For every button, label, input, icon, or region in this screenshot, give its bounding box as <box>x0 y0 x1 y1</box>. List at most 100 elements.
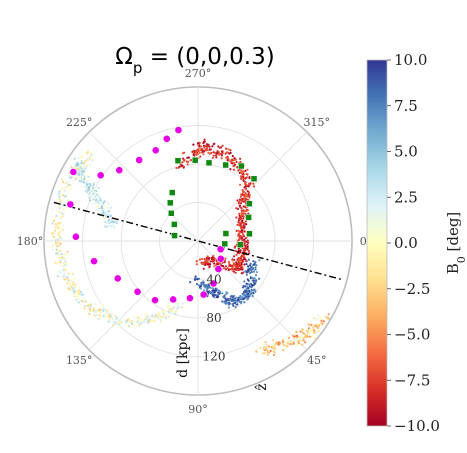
cloud-point <box>88 190 92 193</box>
cloud-point <box>244 192 247 195</box>
point-cloud-3 <box>51 150 184 329</box>
cloud-point <box>232 162 236 165</box>
cloud-point <box>62 213 65 216</box>
cloud-point <box>81 170 84 173</box>
cloud-point <box>66 282 69 285</box>
colorbar: 10.0 7.5 5.0 2.5 0.0 −2.5 −5.0 −7.5 −10.0 B0 [de… <box>366 51 467 435</box>
cloud-point <box>240 207 243 210</box>
cloud-point <box>247 295 250 298</box>
cloud-point <box>207 284 211 287</box>
cloud-point <box>144 317 148 320</box>
cloud-point <box>249 282 252 285</box>
cloud-point <box>310 335 313 338</box>
cloud-point <box>216 152 219 155</box>
cloud-point <box>209 286 212 289</box>
cloud-point <box>239 214 243 217</box>
cloud-point <box>60 237 63 240</box>
cloud-point <box>148 320 151 323</box>
cloud-point <box>270 348 273 351</box>
cloud-point <box>75 285 78 288</box>
cloud-point <box>70 187 73 190</box>
cloud-point <box>92 192 95 195</box>
series-1-point <box>171 221 178 228</box>
cloud-point <box>269 349 272 352</box>
cloud-point <box>55 209 58 212</box>
cloud-point <box>244 247 247 250</box>
cloud-point <box>198 284 201 287</box>
cloud-point <box>246 245 249 249</box>
cloud-point <box>320 317 323 320</box>
cloud-point <box>89 304 92 307</box>
cloud-point <box>157 312 160 315</box>
cloud-point <box>98 202 101 205</box>
cloud-point <box>59 249 62 252</box>
cloud-point <box>83 300 86 303</box>
cloud-point <box>54 227 57 230</box>
cloud-point <box>253 288 256 291</box>
cloud-point <box>290 343 293 346</box>
cloud-point <box>199 145 202 148</box>
series-0-point <box>90 257 98 266</box>
cloud-point <box>242 217 245 220</box>
cloud-point <box>58 211 61 214</box>
series-1-point <box>238 162 245 170</box>
cloud-point <box>60 275 63 278</box>
cloud-point <box>233 264 236 267</box>
cloud-point <box>247 287 250 290</box>
cloud-point <box>158 317 161 320</box>
cloud-point <box>281 339 284 342</box>
cloud-point <box>233 255 236 258</box>
cloud-point <box>205 260 208 263</box>
cloud-point <box>293 336 296 339</box>
cloud-point <box>186 163 189 166</box>
cloud-point <box>54 223 57 226</box>
series-1-point <box>221 240 229 248</box>
cloud-point <box>242 170 245 173</box>
cloud-point <box>55 243 58 246</box>
cloud-point <box>249 277 252 280</box>
cloud-point <box>235 300 238 304</box>
cloud-point <box>224 300 227 303</box>
series-1-point <box>246 200 253 207</box>
cloud-point <box>88 196 91 199</box>
series-1-point <box>236 241 244 248</box>
cloud-point <box>69 184 72 187</box>
cloud-point <box>61 215 64 218</box>
cloud-point <box>62 269 65 272</box>
cloud-point <box>241 295 244 298</box>
cloud-point <box>289 340 292 343</box>
cloud-point <box>118 322 121 325</box>
cloud-point <box>232 261 235 265</box>
cloud-point <box>126 318 129 321</box>
cloud-point <box>239 257 243 260</box>
cloud-point <box>73 277 76 280</box>
cloud-point <box>224 265 227 268</box>
series-0-point <box>135 156 144 164</box>
cloud-point <box>136 316 140 319</box>
cloud-point <box>226 292 229 295</box>
cloud-point <box>208 145 211 148</box>
cloud-point <box>82 161 86 165</box>
cloud-point <box>211 294 215 297</box>
cloud-point <box>167 315 170 318</box>
cloud-point <box>174 312 177 316</box>
cloud-point <box>284 341 287 344</box>
cloud-point <box>228 159 231 162</box>
cloud-point <box>241 219 244 222</box>
cloud-point <box>61 203 64 206</box>
cloud-point <box>176 305 179 308</box>
cloud-point <box>202 144 205 147</box>
cloud-point <box>106 213 109 216</box>
series-1-point <box>222 161 229 169</box>
dashdot-line-layer <box>53 201 343 281</box>
cloud-point <box>237 256 240 259</box>
cloud-point <box>113 226 116 229</box>
series-0-point <box>71 232 80 241</box>
cloud-point <box>275 342 278 345</box>
cloud-point <box>78 165 81 168</box>
cloud-point <box>202 280 205 283</box>
cloud-point <box>108 222 111 225</box>
cloud-point <box>92 182 95 185</box>
cloud-point <box>206 286 210 289</box>
cloud-point <box>239 202 242 205</box>
